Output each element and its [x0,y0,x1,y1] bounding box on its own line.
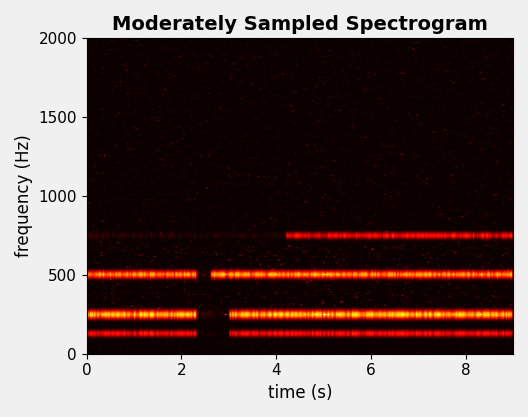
X-axis label: time (s): time (s) [268,384,332,402]
Y-axis label: frequency (Hz): frequency (Hz) [15,135,33,257]
Title: Moderately Sampled Spectrogram: Moderately Sampled Spectrogram [112,15,488,34]
